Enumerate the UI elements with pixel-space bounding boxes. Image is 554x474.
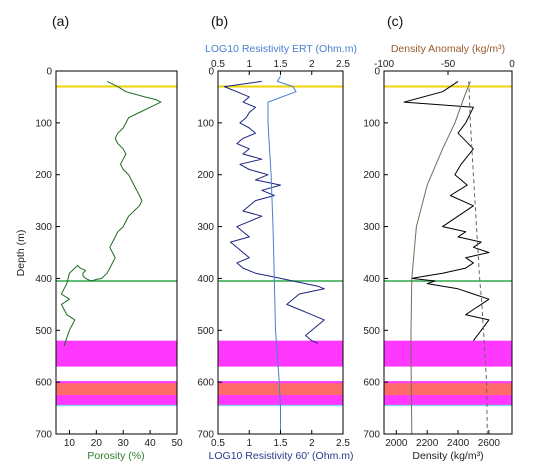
panel-c-frame <box>383 70 513 435</box>
panel-a-markers <box>56 85 177 407</box>
y-tick-label: 300 <box>35 222 52 233</box>
y-tick-label: 500 <box>35 326 52 337</box>
panel-b-series <box>223 75 325 434</box>
panel-b-x-ticks: 0.5 1 1.5 2 2.5 <box>211 430 350 449</box>
y-tick-label: 0 <box>208 67 214 78</box>
top-tick-label: 2.5 <box>336 59 350 70</box>
magenta-band-1 <box>218 340 343 367</box>
panel-c-x-ticks: 2000 2200 2400 2600 <box>385 430 500 449</box>
top-tick-label: 1.5 <box>274 59 288 70</box>
x-tick-label: 2 <box>309 438 315 449</box>
panel-b-x-axis-title: LOG10 Resistivity 60' (Ohm.m) <box>209 450 354 462</box>
x-tick-label: 40 <box>145 438 157 449</box>
x-tick-label: 2.5 <box>336 438 350 449</box>
y-tick-label: 500 <box>197 326 214 337</box>
panel-b-markers <box>218 85 343 407</box>
panel-c-top-ticks: -100 -50 0 <box>374 59 515 75</box>
panel-b: (b) 0.5 1 1.5 2 2.5 0.5 1 1.5 2 2.5 0 100 200 300 40… <box>197 13 357 462</box>
x-tick-label: 1 <box>246 438 252 449</box>
y-tick-label: 700 <box>363 430 380 441</box>
series-line-1 <box>403 80 490 342</box>
panel-a-label: (a) <box>52 13 69 29</box>
x-tick-label: 2200 <box>416 438 439 449</box>
panel-a-frame <box>55 70 178 435</box>
panel-b-top-axis-title: LOG10 Resistivity ERT (Ohm.m) <box>205 43 357 55</box>
series-line-1 <box>223 80 325 344</box>
panel-b-y-ticks: 0 100 200 300 400 500 600 700 <box>197 67 222 441</box>
y-tick-label: 200 <box>197 170 214 181</box>
panel-a-y-ticks: 0 100 200 300 400 500 600 700 <box>35 67 60 441</box>
y-tick-label: 0 <box>374 67 380 78</box>
panel-b-frame <box>217 70 344 435</box>
y-tick-label: 0 <box>46 67 52 78</box>
y-tick-label: 300 <box>197 222 214 233</box>
panel-b-top-ticks: 0.5 1 1.5 2 2.5 <box>211 59 350 75</box>
x-tick-label: 2600 <box>478 438 501 449</box>
series-line-2 <box>267 75 297 434</box>
y-tick-label: 600 <box>35 378 52 389</box>
red-band <box>56 383 177 396</box>
y-tick-label: 400 <box>35 274 52 285</box>
panel-a-series <box>60 80 162 346</box>
panel-c: (c) 2000 2200 2400 2600 -100 -50 0 0 100 200 300… <box>363 13 515 462</box>
y-tick-label: 100 <box>363 118 380 129</box>
x-tick-label: 1.5 <box>274 438 288 449</box>
y-tick-label: 300 <box>363 222 380 233</box>
x-tick-label: 2000 <box>385 438 408 449</box>
x-tick-label: 50 <box>171 438 183 449</box>
panel-a-x-axis-title: Porosity (%) <box>87 450 144 462</box>
panel-c-x-axis-title: Density (kg/m³) <box>412 450 483 462</box>
y-tick-label: 500 <box>363 326 380 337</box>
y-tick-label: 600 <box>197 378 214 389</box>
top-tick-label: -50 <box>441 59 456 70</box>
red-band <box>218 383 343 396</box>
y-tick-label: 400 <box>197 274 214 285</box>
red-band <box>384 383 512 396</box>
x-tick-label: 30 <box>118 438 130 449</box>
y-tick-label: 400 <box>363 274 380 285</box>
magenta-band-1 <box>56 340 177 367</box>
series-line-2 <box>410 81 471 435</box>
top-tick-label: 2 <box>309 59 315 70</box>
y-tick-label: 700 <box>35 430 52 441</box>
top-tick-label: 0 <box>509 59 515 70</box>
y-tick-label: 600 <box>363 378 380 389</box>
y-tick-label: 100 <box>35 118 52 129</box>
panel-b-label: (b) <box>211 13 228 29</box>
series-line-1 <box>60 80 162 346</box>
top-tick-label: 1 <box>246 59 252 70</box>
x-tick-label: 10 <box>64 438 76 449</box>
panel-c-y-ticks: 0 100 200 300 400 500 600 700 <box>363 67 388 441</box>
y-tick-label: 200 <box>35 170 52 181</box>
x-tick-label: 20 <box>91 438 103 449</box>
magenta-band-1 <box>384 340 512 367</box>
series-line-3 <box>468 81 488 435</box>
x-tick-label: 2400 <box>447 438 470 449</box>
y-tick-label: 200 <box>363 170 380 181</box>
panel-c-series <box>403 80 490 435</box>
panel-a-y-axis-title: Depth (m) <box>15 230 27 277</box>
panel-c-top-axis-title: Density Anomaly (kg/m³) <box>391 43 505 55</box>
y-tick-label: 100 <box>197 118 214 129</box>
top-tick-label: 0.5 <box>211 59 225 70</box>
panel-c-markers <box>384 85 512 407</box>
panel-a-x-ticks: 10 20 30 40 50 <box>64 430 183 449</box>
x-tick-label: 0.5 <box>211 438 225 449</box>
panel-c-label: (c) <box>387 13 403 29</box>
panel-a: (a) 10 20 30 40 50 0 100 200 300 400 500 600 700 Po… <box>15 13 183 462</box>
y-tick-label: 700 <box>197 430 214 441</box>
top-tick-label: -100 <box>374 59 394 70</box>
